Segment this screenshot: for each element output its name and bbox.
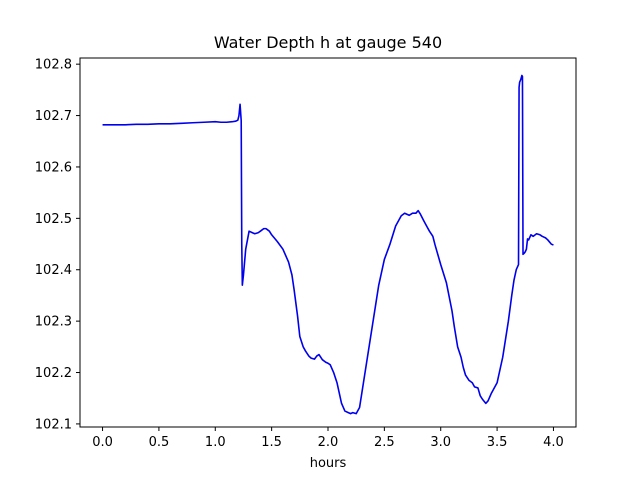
y-tick-label: 102.3 (35, 315, 72, 330)
y-tick-label: 102.7 (35, 109, 72, 124)
x-tick-label: 4.0 (543, 435, 564, 450)
chart-title: Water Depth h at gauge 540 (214, 33, 442, 52)
x-tick-label: 2.5 (374, 435, 395, 450)
y-tick-label: 102.8 (35, 58, 72, 73)
y-tick-label: 102.6 (35, 160, 72, 175)
y-tick-label: 102.2 (35, 366, 72, 381)
x-axis: 0.0 0.5 1.0 1.5 2.0 2.5 3.0 3.5 4.0 (92, 427, 564, 450)
x-tick-label: 2.0 (318, 435, 339, 450)
y-tick-label: 102.4 (35, 263, 72, 278)
y-axis: 102.1 102.2 102.3 102.4 102.5 102.6 102.7 102.8 (35, 58, 80, 432)
x-tick-label: 0.5 (149, 435, 170, 450)
x-axis-label: hours (310, 456, 347, 471)
y-tick-label: 102.5 (35, 212, 72, 227)
series-line (102, 74, 554, 415)
x-tick-label: 1.5 (261, 435, 282, 450)
x-tick-label: 1.0 (205, 435, 226, 450)
y-tick-label: 102.1 (35, 417, 72, 432)
x-tick-label: 3.0 (430, 435, 451, 450)
x-tick-label: 0.0 (92, 435, 113, 450)
x-tick-label: 3.5 (487, 435, 508, 450)
